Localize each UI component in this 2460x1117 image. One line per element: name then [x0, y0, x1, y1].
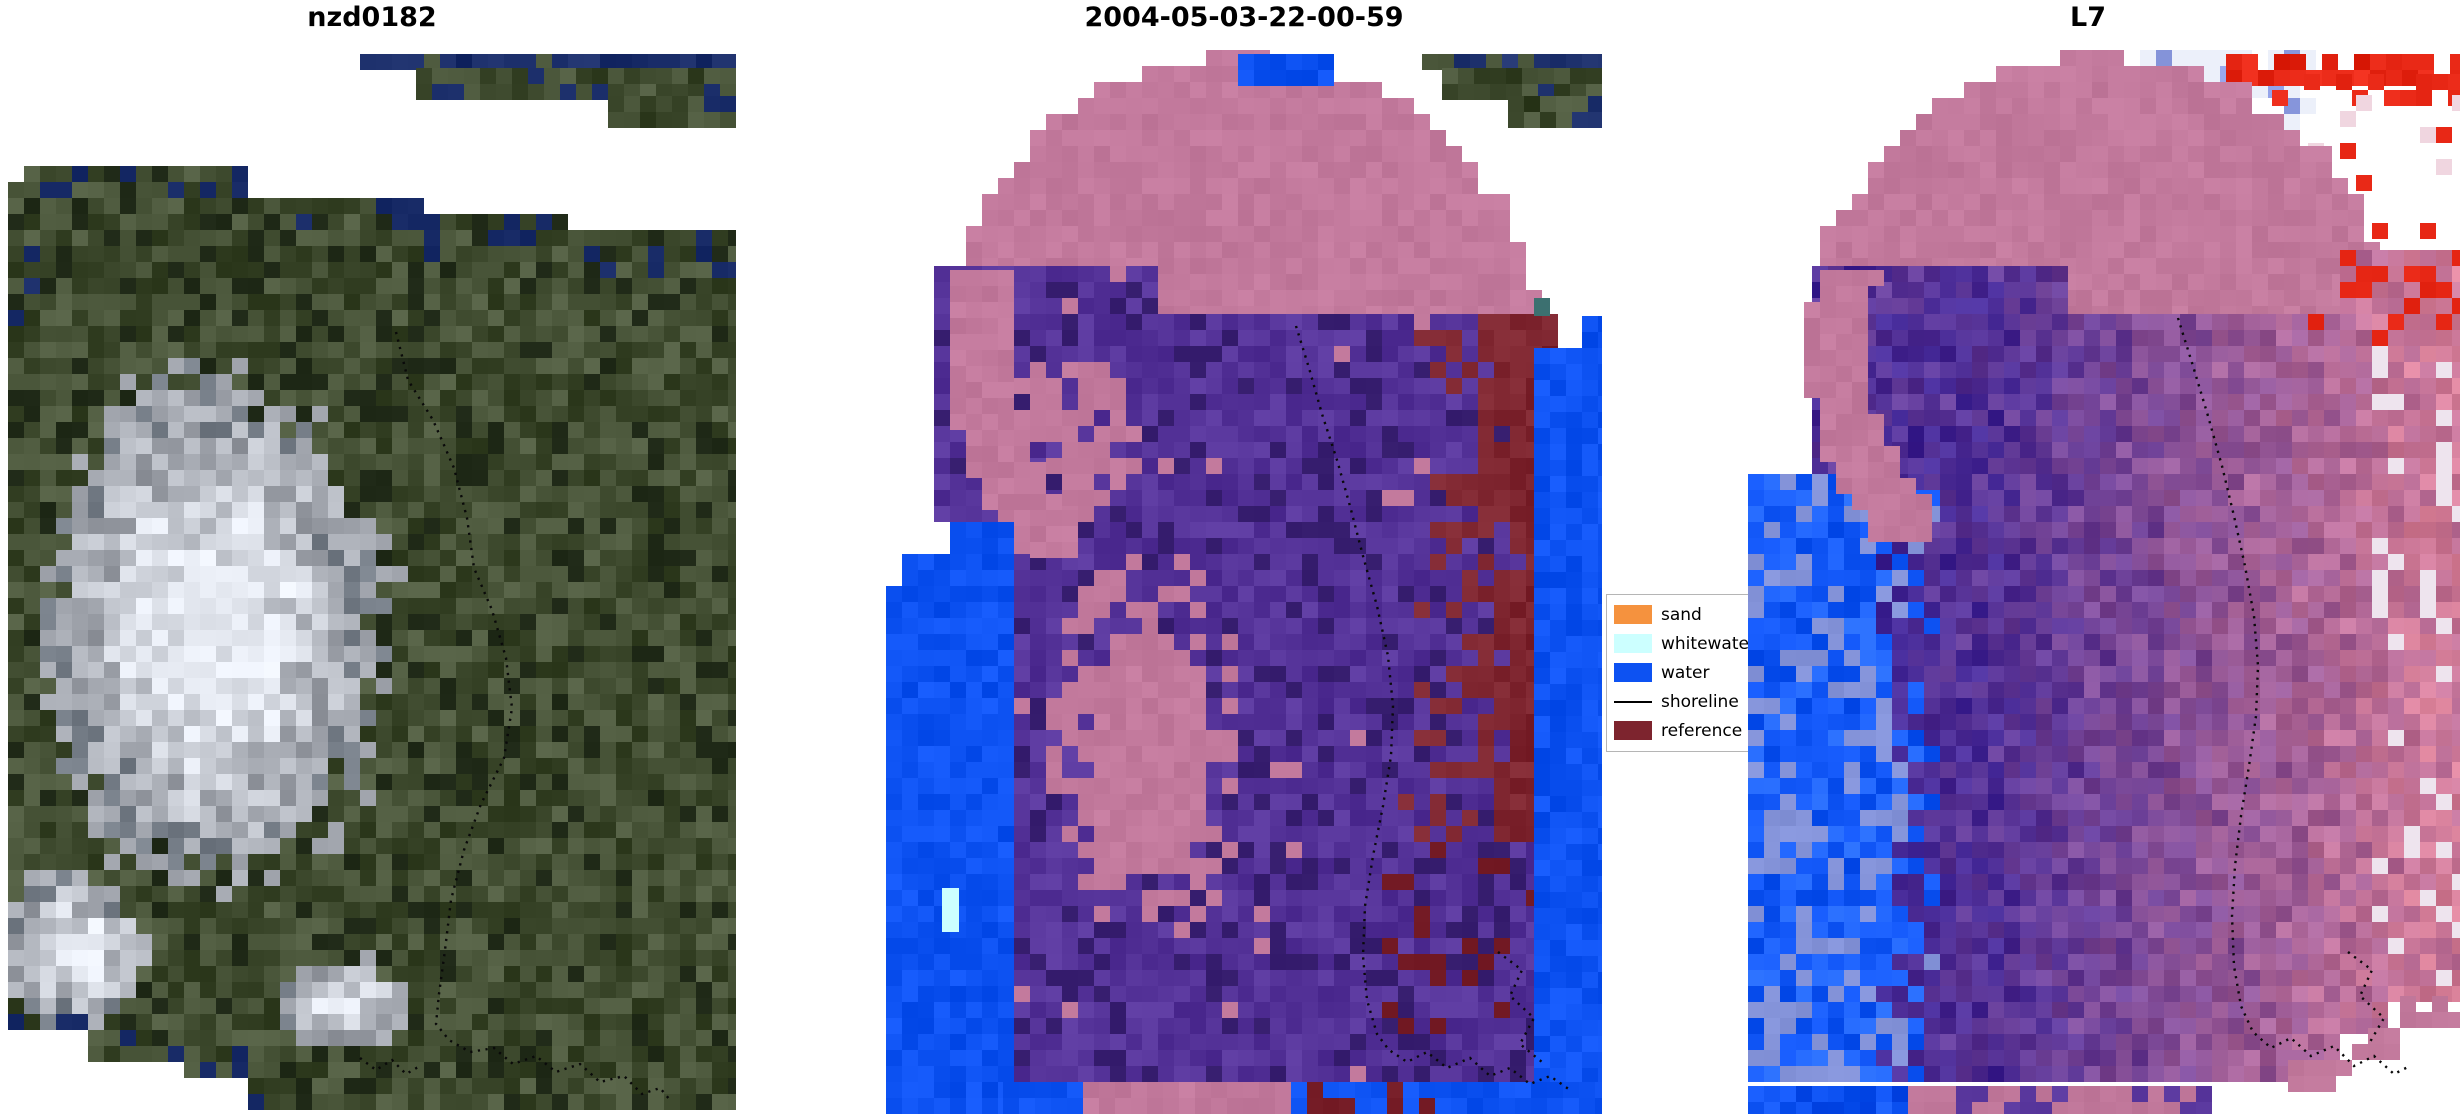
legend-label-water: water	[1661, 662, 1710, 683]
legend-label-reference: reference	[1661, 720, 1743, 741]
legend-swatch-whitewater	[1614, 634, 1652, 653]
legend-label-shoreline: shoreline	[1661, 691, 1739, 712]
legend-swatch-sand	[1614, 605, 1652, 624]
legend-row-whitewater: whitewater	[1614, 629, 1756, 658]
legend-swatch-reference	[1614, 721, 1652, 740]
legend-row-sand: sand	[1614, 600, 1756, 629]
panel-title-date: 2004-05-03-22-00-59	[1084, 2, 1404, 33]
legend-row-shoreline: shoreline	[1614, 687, 1756, 716]
legend-line-shoreline	[1614, 700, 1652, 703]
panel-title-l7: L7	[2070, 2, 2106, 33]
panel-title-nzd0182: nzd0182	[307, 2, 437, 33]
legend-swatch-water	[1614, 663, 1652, 682]
legend-label-whitewater: whitewater	[1661, 633, 1756, 654]
legend-label-sand: sand	[1661, 604, 1702, 625]
legend-row-reference: reference	[1614, 716, 1756, 745]
panel-image-classified-2004-05-03	[886, 50, 1602, 1114]
legend-row-water: water	[1614, 658, 1756, 687]
panel-image-nzd0182	[8, 50, 736, 1114]
legend: sand whitewater water shoreline referenc…	[1606, 594, 1757, 752]
panel-image-l7	[1748, 50, 2460, 1114]
